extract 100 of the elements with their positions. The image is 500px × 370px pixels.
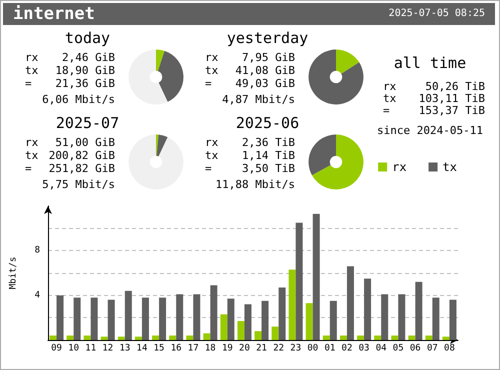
text: =	[25, 162, 32, 175]
text: 2,46 GiB	[62, 51, 115, 64]
bar	[203, 333, 210, 340]
text: 7,95 GiB	[242, 51, 295, 64]
bar	[74, 298, 81, 340]
y-tick-label: 8	[34, 246, 40, 256]
bar	[254, 331, 262, 340]
bar	[357, 336, 364, 340]
bar	[50, 336, 57, 340]
text: all time	[392, 54, 468, 72]
bar	[322, 336, 330, 340]
text: 251,82 GiB	[48, 162, 115, 175]
text: 11,88 Mbit/s	[216, 178, 295, 191]
bar	[340, 336, 347, 340]
bar	[296, 222, 303, 340]
text: rx	[25, 51, 38, 64]
legend-label: tx	[442, 160, 458, 174]
text: 200,82 GiB	[48, 149, 115, 162]
bar	[374, 336, 382, 340]
text: 3,50 TiB	[242, 162, 295, 175]
x-tick-label: 20	[239, 344, 250, 354]
x-tick-label: 10	[68, 344, 80, 354]
bar	[278, 288, 286, 340]
x-tick-label: 03	[358, 344, 370, 354]
x-tick-label: 21	[256, 344, 267, 354]
legend-label: rx	[392, 160, 407, 174]
bar	[398, 294, 406, 340]
text: 18,90 GiB	[55, 64, 115, 77]
bar	[193, 294, 200, 340]
y-tick-label: 4	[34, 290, 40, 300]
bar	[90, 298, 98, 340]
bar	[56, 295, 64, 340]
bar	[159, 298, 166, 340]
x-tick-label: 06	[410, 344, 421, 354]
text: 50,26 TiB	[425, 80, 485, 93]
chart-title: today	[64, 29, 112, 47]
chart-title: yesterday	[226, 29, 310, 47]
x-tick-label: 07	[426, 344, 438, 354]
bar	[244, 304, 252, 340]
x-tick-label: 15	[154, 344, 164, 354]
text: rx	[205, 51, 218, 64]
x-tick-label: 17	[188, 344, 199, 354]
bar	[100, 336, 108, 340]
text: tx	[25, 149, 38, 162]
bar	[220, 314, 228, 340]
bar	[108, 300, 115, 340]
text: 49,03 GiB	[235, 77, 295, 90]
bar	[442, 336, 450, 340]
x-tick-label: 11	[85, 344, 96, 354]
x-tick-label: 23	[290, 344, 302, 354]
bar	[408, 336, 416, 340]
bar	[288, 270, 296, 340]
text: 103,11 TiB	[418, 92, 485, 105]
x-tick-label: 00	[307, 344, 318, 354]
bar	[124, 290, 132, 340]
bar	[84, 336, 91, 340]
bar	[391, 336, 398, 340]
text: rx	[205, 136, 218, 149]
bar	[346, 266, 354, 340]
bar	[118, 336, 125, 340]
bar	[425, 336, 432, 340]
bar	[169, 336, 176, 340]
x-tick-label: 01	[324, 344, 336, 354]
text: 21,36 GiB	[55, 77, 115, 90]
text: 2025-07-05 08:25	[388, 8, 485, 19]
text: tx	[383, 92, 396, 105]
text: 2,36 TiB	[242, 136, 295, 149]
x-tick-label: 14	[136, 344, 148, 354]
x-tick-label: 09	[51, 344, 62, 354]
x-tick-label: 19	[222, 344, 233, 354]
bar	[330, 300, 337, 340]
bar	[176, 294, 184, 340]
text: =	[25, 77, 32, 90]
text: =	[205, 77, 212, 90]
text: 1,14 TiB	[242, 149, 295, 162]
bar	[142, 298, 149, 340]
text: 6,06 Mbit/s	[42, 93, 115, 106]
text: 4,87 Mbit/s	[222, 93, 295, 106]
text: tx	[205, 149, 218, 162]
bar	[381, 294, 388, 340]
bar	[312, 214, 320, 340]
bar	[237, 321, 244, 340]
bar	[306, 303, 313, 340]
y-axis-title: Mbit/s	[8, 256, 18, 290]
bar	[152, 336, 160, 340]
chart-title: 2025-07	[54, 114, 120, 132]
text: 5,75 Mbit/s	[42, 178, 115, 191]
text: =	[205, 162, 212, 175]
bar	[210, 285, 218, 340]
text: 51,00 GiB	[55, 136, 115, 149]
x-tick-label: 12	[102, 344, 114, 354]
x-tick-label: 05	[392, 344, 404, 354]
bar	[364, 278, 372, 340]
x-tick-label: 02	[342, 344, 352, 354]
bar	[415, 282, 422, 340]
text: tx	[205, 64, 218, 77]
x-tick-label: 16	[170, 344, 182, 354]
text: since 2024-05-11	[376, 124, 484, 137]
text: tx	[25, 64, 38, 77]
text: =	[383, 104, 390, 117]
